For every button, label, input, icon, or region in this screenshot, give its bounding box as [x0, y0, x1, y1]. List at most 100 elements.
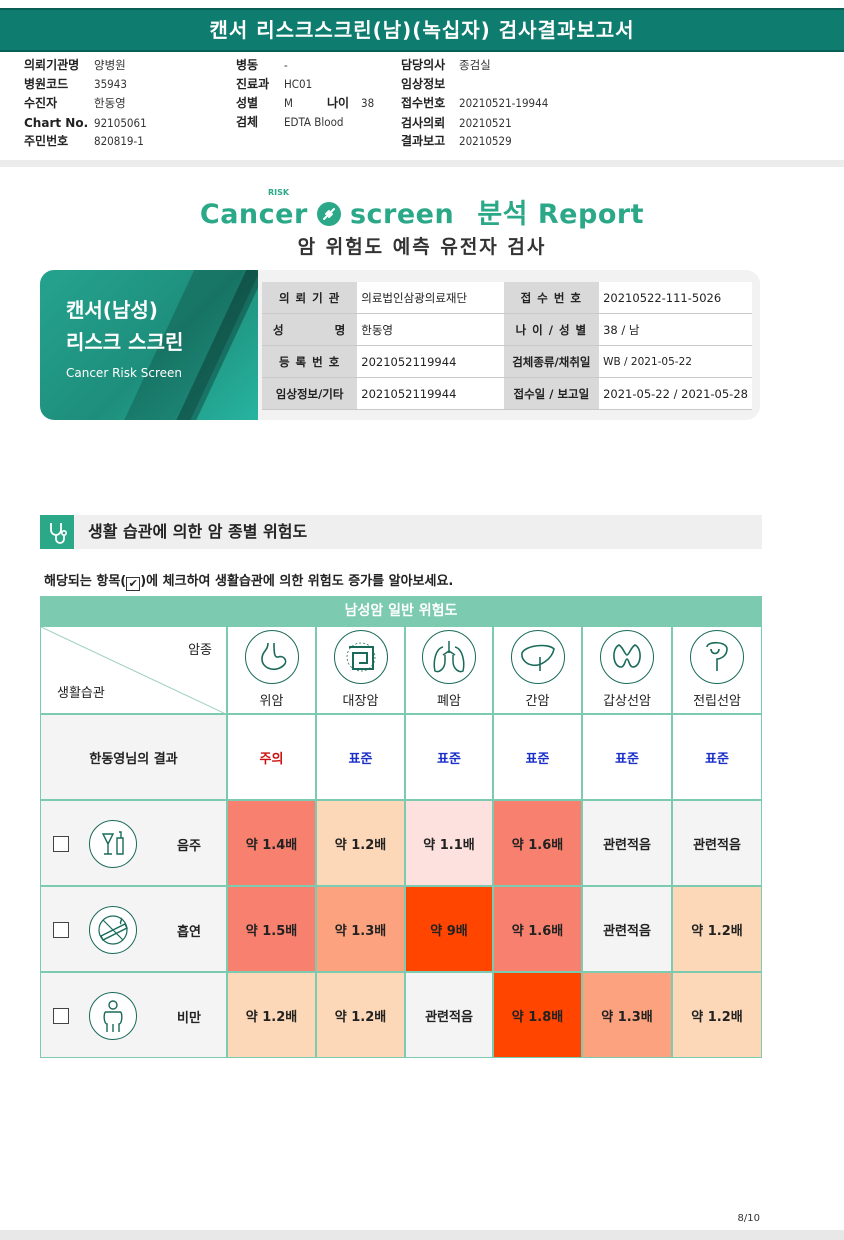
meta-value: 양병원	[94, 58, 126, 72]
risk-value-cell: 약 1.6배	[493, 886, 582, 972]
habit-row-header: 흡연	[40, 886, 227, 972]
info-row: 의 뢰 기 관 의료법인삼광의료재단 접 수 번 호 20210522-111-…	[262, 282, 752, 314]
risk-value-cell: 약 1.3배	[582, 972, 672, 1058]
risk-value-cell: 약 1.2배	[672, 886, 762, 972]
habit-label: 음주	[177, 839, 201, 854]
brand-report: 분석 Report	[477, 199, 645, 230]
info-label: 나 이 / 성 별	[503, 313, 600, 346]
cancer-type-header: 위암	[227, 626, 316, 714]
meta-label: Chart No.	[24, 116, 89, 130]
meta-row: 의뢰기관명 양병원	[24, 56, 126, 74]
meta-row: 주민번호 820819-1	[24, 132, 144, 150]
meta-label: 검사의뢰	[401, 116, 446, 130]
info-label: 의 뢰 기 관	[262, 282, 358, 314]
brand-risk: RISK	[268, 188, 290, 197]
meta-row: 수진자 한동영	[24, 94, 126, 112]
habit-checkbox[interactable]	[53, 1008, 69, 1024]
risk-value-cell: 약 1.2배	[227, 972, 316, 1058]
card-title: 리스크 스크린	[66, 330, 184, 354]
cancer-type-header: 갑상선암	[582, 626, 672, 714]
meta-row: Chart No. 92105061	[24, 114, 147, 132]
info-row: 임상정보/기타 2021052119944 접수일 / 보고일 2021-05-…	[262, 377, 752, 410]
risk-value-cell: 관련적음	[582, 800, 672, 886]
prostate-icon	[690, 630, 744, 684]
meta-value: 20210529	[459, 134, 512, 148]
meta-label: 병원코드	[24, 77, 69, 91]
cancer-type-label: 폐암	[437, 694, 461, 709]
info-value: 38 / 남	[599, 313, 752, 346]
meta-label: 접수번호	[401, 96, 446, 110]
cancer-type-label: 전립선암	[693, 694, 741, 709]
meta-value: 20210521-19944	[459, 96, 549, 110]
alcohol-icon	[89, 820, 137, 868]
info-value: 한동영	[357, 313, 504, 346]
meta-label: 진료과	[236, 77, 270, 91]
meta-row: 접수번호 20210521-19944	[401, 94, 548, 112]
section-header: 생활 습관에 의한 암 종별 위험도	[40, 515, 762, 549]
meta-value: 20210521	[459, 116, 512, 130]
meta-row: 진료과 HC01	[236, 75, 312, 93]
meta-label: 검체	[236, 115, 259, 129]
product-card: 캔서(남성) 리스크 스크린 Cancer Risk Screen	[40, 270, 258, 420]
meta-value: -	[284, 58, 288, 72]
meta-label: 병동	[236, 58, 259, 72]
risk-value-cell: 약 1.3배	[316, 886, 405, 972]
info-label: 검체종류/채취일	[503, 345, 600, 378]
instruction-text: 해당되는 항목(✔)에 체크하여 생활습관에 의한 위험도 증가를 알아보세요.	[44, 570, 453, 591]
liver-icon	[510, 630, 565, 684]
bottom-strip	[0, 1230, 844, 1240]
meta-label: 임상정보	[401, 77, 446, 91]
habit-row-header: 음주	[40, 800, 227, 886]
info-label: 접 수 번 호	[503, 282, 600, 314]
result-status: 표준	[493, 714, 582, 800]
card-title: 캔서(남성)	[66, 298, 158, 322]
risk-value-cell: 약 1.6배	[493, 800, 582, 886]
meta-label: 담당의사	[401, 58, 446, 72]
page-number: 8/10	[737, 1213, 760, 1224]
meta-label: 수진자	[24, 96, 58, 110]
meta-value: 35943	[94, 77, 127, 91]
meta-value: 38	[361, 96, 375, 110]
info-label: 임상정보/기타	[262, 377, 358, 410]
risk-value-cell: 약 1.1배	[405, 800, 493, 886]
instruction-pre: 해당되는 항목(	[44, 574, 127, 589]
report-title: 캔서 리스크스크린(남)(녹십자) 검사결과보고서	[209, 18, 635, 42]
meta-label: 주민번호	[24, 134, 69, 148]
instruction-post: )에 체크하여 생활습관에 의한 위험도 증가를 알아보세요.	[140, 574, 454, 589]
risk-value-cell: 약 1.2배	[672, 972, 762, 1058]
stethoscope-icon	[40, 515, 74, 549]
meta-label: 성별	[236, 96, 259, 110]
brand-cancer: Cancer	[199, 199, 308, 230]
habit-checkbox[interactable]	[53, 922, 69, 938]
check-icon: ✔	[126, 577, 141, 591]
obesity-icon	[89, 992, 137, 1040]
info-row: 등 록 번 호 2021052119944 검체종류/채취일 WB / 2021…	[262, 345, 752, 378]
cancer-type-label: 대장암	[342, 694, 379, 709]
patient-meta: 의뢰기관명 양병원 병원코드 35943 수진자 한동영 Chart No. 92105…	[0, 52, 844, 152]
stomach-icon	[244, 630, 299, 684]
divider	[0, 160, 844, 167]
card-subtitle: Cancer Risk Screen	[66, 366, 183, 380]
result-status: 표준	[582, 714, 672, 800]
risk-circle-icon	[316, 202, 341, 226]
cancer-type-header: 전립선암	[672, 626, 762, 714]
lungs-icon	[422, 630, 476, 684]
meta-row: 나이 38	[327, 94, 374, 112]
cancer-type-label: 위암	[259, 694, 284, 709]
smoking-icon	[89, 906, 137, 954]
habit-checkbox[interactable]	[53, 836, 69, 852]
meta-value: 92105061	[94, 116, 147, 130]
corner-cell: 암종 생활습관	[40, 626, 228, 715]
corner-top-label: 암종	[188, 643, 212, 658]
meta-value: 한동영	[94, 96, 126, 110]
meta-row: 성별 M	[236, 94, 293, 112]
meta-row: 임상정보	[401, 75, 459, 93]
risk-value-cell: 약 1.4배	[227, 800, 316, 886]
cancer-type-label: 갑상선암	[603, 694, 651, 709]
meta-label: 의뢰기관명	[24, 58, 80, 72]
risk-value-cell: 약 1.8배	[493, 972, 582, 1058]
risk-value-cell: 약 1.2배	[316, 972, 405, 1058]
brand-logo: Cancer screen 분석 Report RISK	[0, 188, 844, 232]
result-status: 표준	[316, 714, 405, 800]
